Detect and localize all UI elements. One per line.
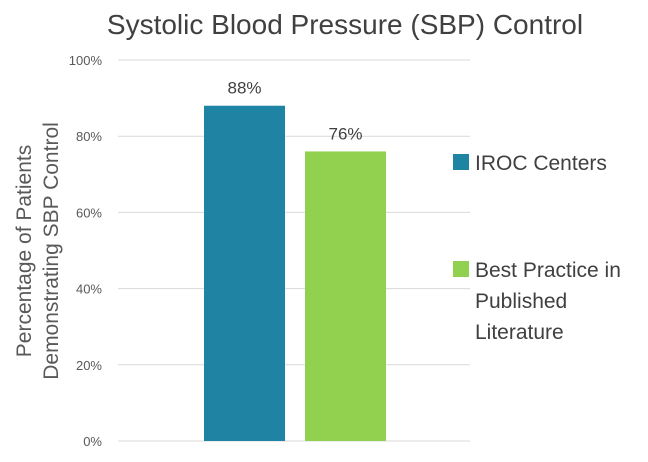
chart-title: Systolic Blood Pressure (SBP) Control (107, 9, 583, 40)
legend-label-series-2: Published (475, 290, 567, 313)
data-label-series-1: 88% (227, 79, 261, 98)
y-axis-label-line-2: Demonstrating SBP Control (40, 122, 63, 380)
legend-swatch-series-1 (453, 154, 469, 170)
legend-label-series-1: IROC Centers (475, 152, 607, 175)
y-axis-ticks: 0% 20% 40% 60% 80% 100% (69, 53, 103, 449)
y-axis-label-line-1: Percentage of Patients (13, 145, 36, 357)
legend-label-series-2: Best Practice in (475, 259, 621, 282)
y-axis-label: Percentage of Patients Demonstrating SBP… (13, 122, 63, 380)
y-tick-label: 40% (76, 282, 102, 297)
y-tick-label: 20% (76, 358, 102, 373)
data-label-series-2: 76% (328, 124, 362, 143)
data-labels: 88% 76% (227, 79, 362, 144)
legend: IROC Centers Best Practice in Published Lit… (453, 152, 621, 344)
bar-series-2 (305, 151, 386, 441)
y-tick-label: 100% (69, 53, 103, 68)
legend-label-series-2: Literature (475, 321, 564, 344)
y-tick-label: 0% (83, 434, 102, 449)
bars (204, 105, 386, 441)
gridlines (118, 59, 470, 442)
y-tick-label: 60% (76, 205, 102, 220)
bar-series-1 (204, 105, 285, 441)
legend-swatch-series-2 (453, 261, 469, 277)
y-tick-label: 80% (76, 129, 102, 144)
